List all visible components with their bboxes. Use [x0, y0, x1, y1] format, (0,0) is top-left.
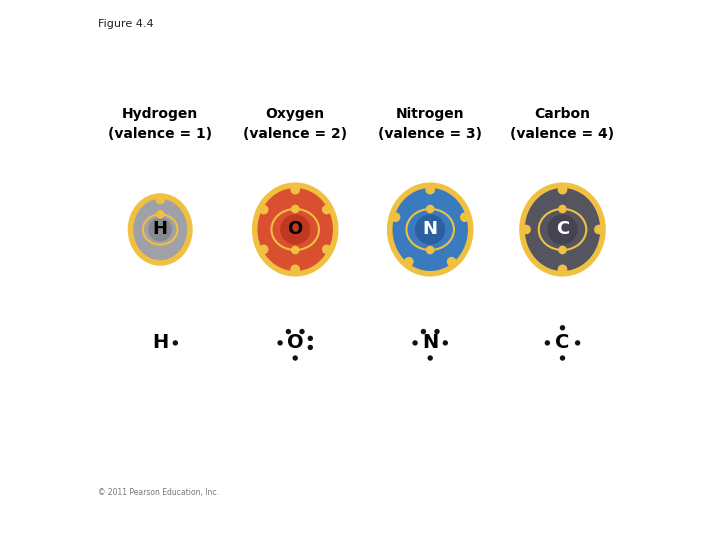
Circle shape — [420, 329, 426, 334]
Circle shape — [280, 214, 310, 245]
Text: O: O — [287, 220, 303, 239]
Circle shape — [434, 329, 440, 334]
Circle shape — [258, 245, 269, 254]
Text: © 2011 Pearson Education, Inc.: © 2011 Pearson Education, Inc. — [98, 488, 219, 497]
Circle shape — [426, 205, 435, 213]
Circle shape — [173, 340, 178, 346]
Circle shape — [426, 246, 435, 254]
Text: Nitrogen
(valence = 3): Nitrogen (valence = 3) — [378, 107, 482, 141]
Text: Hydrogen
(valence = 1): Hydrogen (valence = 1) — [108, 107, 212, 141]
Text: N: N — [422, 333, 438, 353]
Circle shape — [307, 336, 313, 341]
Circle shape — [148, 218, 172, 241]
Circle shape — [286, 329, 291, 334]
Circle shape — [428, 355, 433, 361]
Circle shape — [156, 210, 164, 219]
Circle shape — [322, 245, 332, 254]
Circle shape — [594, 225, 604, 234]
Circle shape — [413, 340, 418, 346]
Circle shape — [292, 355, 298, 361]
Circle shape — [156, 194, 165, 204]
Text: H: H — [152, 333, 168, 353]
Circle shape — [547, 214, 577, 245]
Circle shape — [291, 205, 300, 213]
Circle shape — [307, 345, 313, 350]
Text: N: N — [423, 220, 438, 239]
Circle shape — [560, 355, 565, 361]
Ellipse shape — [130, 196, 190, 263]
Circle shape — [404, 257, 413, 267]
Circle shape — [558, 246, 567, 254]
Circle shape — [426, 185, 435, 194]
Circle shape — [258, 205, 269, 214]
Circle shape — [290, 185, 300, 194]
Circle shape — [391, 212, 400, 222]
Text: Carbon
(valence = 4): Carbon (valence = 4) — [510, 107, 615, 141]
Circle shape — [521, 225, 531, 234]
Text: C: C — [556, 220, 569, 239]
Text: H: H — [153, 220, 168, 239]
Circle shape — [557, 265, 567, 274]
Circle shape — [300, 329, 305, 334]
Circle shape — [557, 185, 567, 194]
Circle shape — [291, 246, 300, 254]
Circle shape — [460, 212, 469, 222]
Circle shape — [290, 265, 300, 274]
Ellipse shape — [255, 185, 336, 274]
Circle shape — [277, 340, 283, 346]
Circle shape — [560, 325, 565, 330]
Ellipse shape — [522, 185, 603, 274]
Text: O: O — [287, 333, 304, 353]
Ellipse shape — [390, 185, 471, 274]
Circle shape — [322, 205, 332, 214]
Circle shape — [575, 340, 580, 346]
Text: C: C — [555, 333, 570, 353]
Circle shape — [443, 340, 448, 346]
Circle shape — [558, 205, 567, 213]
Text: Figure 4.4: Figure 4.4 — [98, 19, 154, 29]
Text: Oxygen
(valence = 2): Oxygen (valence = 2) — [243, 107, 347, 141]
Circle shape — [415, 214, 445, 245]
Circle shape — [447, 257, 456, 267]
Circle shape — [544, 340, 550, 346]
